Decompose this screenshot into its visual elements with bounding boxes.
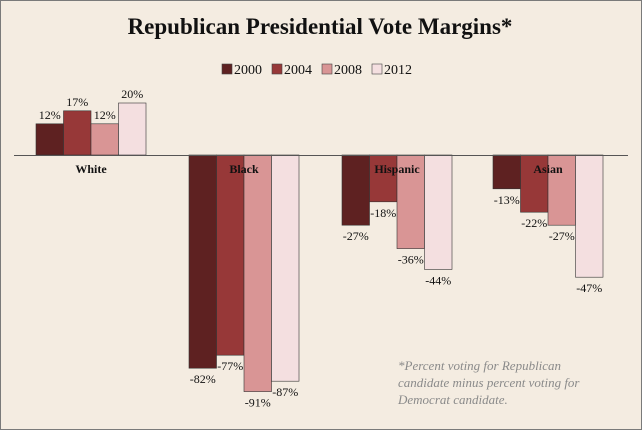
value-label-white-2004: 17%: [66, 95, 88, 109]
legend-swatch-2012: [371, 63, 383, 75]
category-label-hispanic: Hispanic: [374, 162, 420, 176]
bar-asian-2008: [547, 154, 576, 226]
value-label-black-2008: -91%: [245, 396, 271, 410]
bar-white-2004: [63, 110, 92, 156]
bar-black-2004: [216, 154, 245, 356]
category-labels: White Black Hispanic Asian: [75, 162, 563, 176]
bar-white-2000: [35, 123, 64, 156]
legend-label-2012: 2012: [384, 63, 412, 78]
bars: [35, 102, 604, 392]
bar-hispanic-2012: [424, 154, 453, 270]
bar-asian-2000: [492, 154, 521, 190]
category-label-asian: Asian: [533, 162, 563, 176]
legend-swatch-2008: [321, 63, 333, 75]
value-label-asian-2000: -13%: [494, 193, 520, 207]
legend-label-2008: 2008: [334, 63, 362, 78]
footnote-line-3: Democrat candidate.: [397, 392, 508, 407]
value-label-hispanic-2012: -44%: [425, 273, 451, 287]
value-label-hispanic-2008: -36%: [398, 253, 424, 267]
footnote-line-1: *Percent voting for Republican: [398, 358, 561, 373]
legend-swatch-2004: [271, 63, 283, 75]
value-label-white-2008: 12%: [94, 108, 116, 122]
legend-swatch-2000: [221, 63, 233, 75]
value-label-asian-2008: -27%: [549, 229, 575, 243]
value-label-black-2000: -82%: [190, 372, 216, 386]
legend: 2000 2004 2008 2012: [221, 63, 412, 78]
bar-white-2012: [118, 102, 147, 156]
value-label-hispanic-2000: -27%: [343, 229, 369, 243]
value-label-white-2012: 20%: [121, 87, 143, 101]
category-label-black: Black: [229, 162, 259, 176]
bar-black-2008: [243, 154, 272, 392]
bar-black-2012: [271, 154, 300, 382]
value-label-asian-2012: -47%: [576, 281, 602, 295]
value-label-black-2004: -77%: [217, 359, 243, 373]
bar-white-2008: [90, 123, 119, 156]
chart-title: Republican Presidential Vote Margins*: [128, 14, 513, 39]
legend-label-2004: 2004: [284, 63, 312, 78]
value-label-asian-2004: -22%: [521, 216, 547, 230]
value-label-white-2000: 12%: [39, 108, 61, 122]
category-label-white: White: [75, 162, 107, 176]
legend-label-2000: 2000: [234, 63, 262, 78]
bar-hispanic-2000: [341, 154, 370, 226]
value-label-hispanic-2004: -18%: [370, 206, 396, 220]
bar-asian-2012: [575, 154, 604, 278]
footnote-line-2: candidate minus percent voting for: [398, 375, 580, 390]
value-labels: 12%17%12%20%-82%-77%-91%-87%-27%-18%-36%…: [39, 87, 603, 410]
bar-black-2000: [188, 154, 217, 369]
value-label-black-2012: -87%: [272, 385, 298, 399]
bar-hispanic-2004: [369, 154, 398, 203]
